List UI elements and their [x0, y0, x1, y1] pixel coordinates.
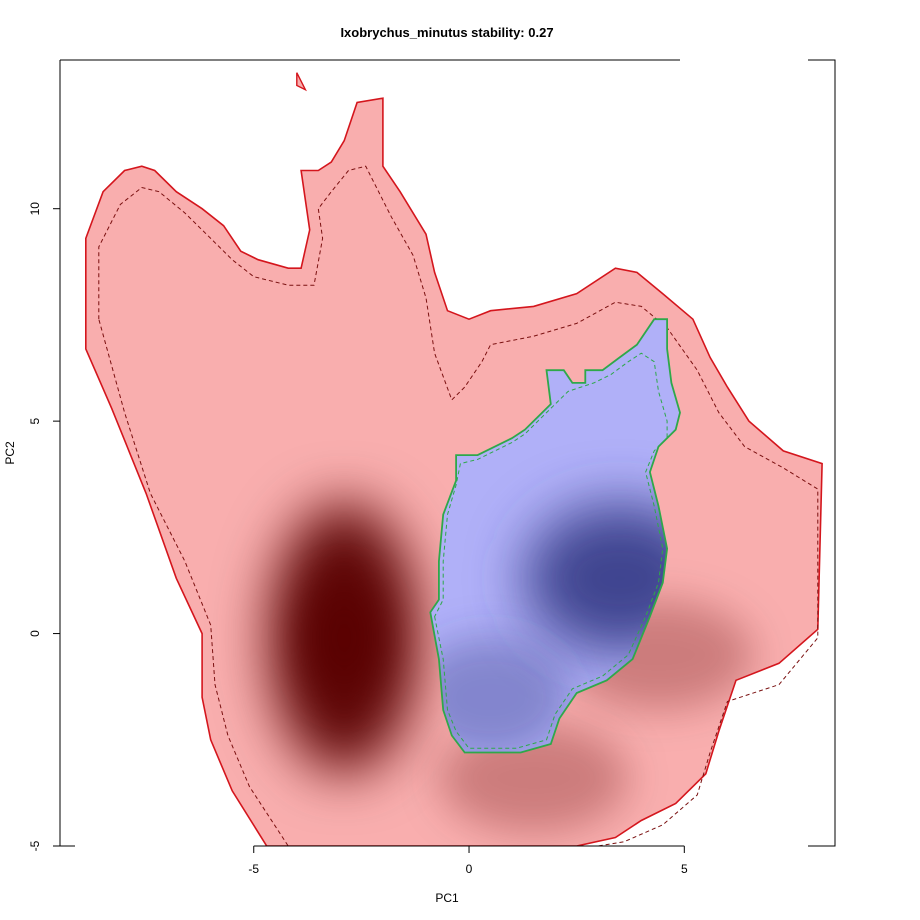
chart-title: Ixobrychus_minutus stability: 0.27 — [340, 25, 553, 40]
invaded-range-outline — [429, 318, 681, 754]
invaded-hotspot — [430, 637, 571, 753]
y-tick-label: 10 — [28, 202, 42, 216]
x-axis-title: PC1 — [435, 891, 459, 905]
right-border — [808, 59, 836, 847]
x-tick-label: -5 — [248, 862, 259, 876]
y-tick-label: 0 — [28, 630, 42, 637]
y-tick-label: -5 — [28, 840, 42, 851]
y-tick-label: 5 — [28, 417, 42, 424]
invaded-dashed-contour — [434, 352, 668, 749]
y-axis-title: PC2 — [3, 441, 17, 465]
x-tick-label: 0 — [466, 862, 473, 876]
native-hotspot-core — [306, 577, 383, 698]
plot-area — [85, 72, 823, 846]
y-axis: -5 0 5 10 — [28, 202, 61, 851]
native-dashed-contour — [98, 165, 819, 846]
x-axis: -5 0 5 — [248, 845, 688, 876]
native-range-islet — [296, 72, 307, 92]
native-range-outline — [85, 97, 823, 846]
x-tick-label: 5 — [681, 862, 688, 876]
left-border — [59, 60, 75, 847]
axes: -5 0 5 -5 0 5 10 — [28, 59, 836, 876]
